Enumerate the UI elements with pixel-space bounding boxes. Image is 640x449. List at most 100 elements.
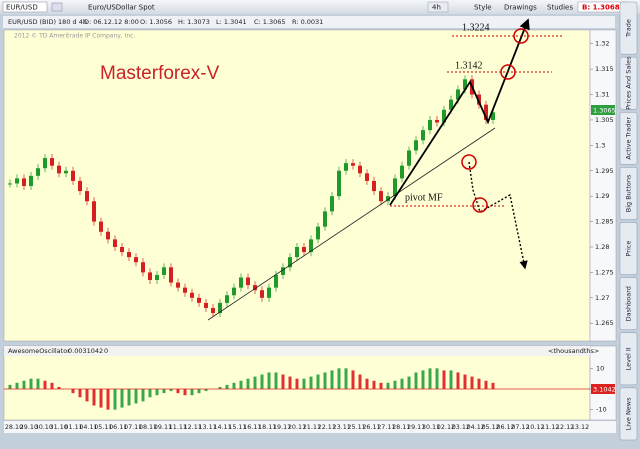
drawings-button[interactable]: Drawings: [504, 4, 537, 12]
candle: [281, 267, 285, 275]
side-tab[interactable]: [619, 167, 638, 220]
oscillator-bar: [127, 389, 131, 406]
circle: [500, 64, 516, 80]
candle: [463, 79, 467, 90]
oscillator-bar: [484, 380, 488, 389]
last-price: 1.3065: [593, 107, 616, 115]
side-tab-label[interactable]: Trade: [625, 19, 633, 38]
oscillator-bar: [470, 376, 474, 389]
oscillator-bar: [449, 370, 453, 389]
y-tick-label: 1.32: [595, 40, 609, 48]
studies-button[interactable]: Studies: [547, 4, 573, 12]
candle: [295, 246, 299, 258]
oscillator-bar: [365, 378, 369, 389]
side-tab-label[interactable]: Big Buttons: [625, 174, 633, 212]
x-tick-label: 07.11: [124, 423, 142, 431]
x-tick-label: 01.11: [64, 423, 82, 431]
oscillator-bar: [176, 389, 180, 394]
candle: [64, 170, 68, 174]
x-tick-label: 22.11: [318, 423, 336, 431]
side-tab[interactable]: [619, 56, 638, 110]
interval-button[interactable]: [427, 1, 449, 13]
side-tab-label[interactable]: Dashboard: [625, 286, 633, 321]
x-tick-label: 23.11: [333, 423, 351, 431]
candle: [183, 287, 187, 293]
oscillator-bar: [491, 382, 495, 389]
side-tab-label[interactable]: Price: [625, 241, 633, 257]
y-tick-label: 1.295: [595, 167, 614, 175]
oscillator-bar: [428, 368, 432, 389]
y-tick-label: 1.3: [595, 141, 605, 149]
oscillator-bar: [204, 389, 208, 392]
x-tick-label: 30.11: [422, 423, 440, 431]
side-tab[interactable]: [619, 332, 638, 386]
y-tick-label: -10: [596, 406, 607, 414]
info-bar: [3, 16, 615, 28]
oscillator-bar: [134, 389, 138, 404]
x-tick-label: 19.11: [273, 423, 291, 431]
oscillator-bar: [148, 389, 152, 398]
oscillator-bar: [330, 370, 334, 389]
side-tab-label[interactable]: Level II: [625, 347, 633, 370]
x-tick-label: 02.12: [437, 423, 455, 431]
date-axis: [4, 421, 616, 433]
oscillator-bar: [113, 389, 117, 410]
candle: [337, 170, 341, 197]
candle: [421, 130, 425, 141]
candle: [57, 165, 61, 174]
candle: [456, 89, 460, 100]
candle: [288, 257, 292, 268]
x-tick-label: 04.11: [79, 423, 97, 431]
x-tick-label: 08.11: [139, 423, 157, 431]
oscillator-header: [4, 346, 590, 356]
candle: [148, 272, 152, 281]
side-tab[interactable]: [619, 1, 638, 55]
oscillator-bar: [239, 380, 243, 389]
oscillator-bar: [15, 382, 19, 389]
oscillator-bar: [337, 368, 341, 389]
oscillator-bar: [442, 370, 446, 389]
level-label: 1.3224: [462, 22, 490, 33]
candle: [267, 287, 271, 298]
annotations: [4, 18, 615, 394]
candle: [484, 104, 488, 120]
oscillator-zero: 0: [104, 347, 108, 355]
candle: [253, 285, 257, 291]
side-tab-label[interactable]: Live News: [625, 397, 633, 431]
side-tab[interactable]: [619, 277, 638, 330]
symbol-box[interactable]: [2, 1, 48, 13]
side-tab[interactable]: [619, 112, 638, 165]
interval[interactable]: 4h: [432, 4, 441, 12]
x-tick-label: 28.10: [5, 423, 23, 431]
candle: [225, 295, 229, 303]
current-box: [591, 384, 615, 394]
side-tab[interactable]: [619, 387, 638, 441]
pivot-label: pivot MF: [405, 192, 443, 203]
x-tick-label: 03.12: [452, 423, 470, 431]
candle: [260, 290, 264, 298]
side-tab[interactable]: [619, 222, 638, 275]
candle: [197, 297, 201, 303]
x-tick-label: 15.11: [228, 423, 246, 431]
x-tick-label: 04.12: [467, 423, 485, 431]
icon[interactable]: [51, 2, 63, 12]
candle: [15, 178, 19, 184]
x-tick-label: 31.10: [50, 423, 68, 431]
candle: [449, 99, 453, 110]
oscillator-bar: [218, 386, 222, 389]
side-tab-label[interactable]: Prices And Sales: [625, 56, 633, 110]
y-tick-label: 1.315: [595, 65, 614, 73]
oscillator-bar: [386, 382, 390, 389]
side-tab-label[interactable]: Active Trader: [625, 117, 633, 160]
oscillator-bar: [463, 374, 467, 389]
candle: [330, 196, 334, 212]
oscillator-bar: [106, 389, 110, 410]
y-tick-label: 1.27: [595, 294, 609, 302]
y-tick-label: 1.265: [595, 319, 614, 327]
circle: [461, 154, 477, 170]
symbol[interactable]: EUR/USD: [6, 4, 38, 12]
oscillator-bar: [99, 389, 103, 408]
candle: [302, 246, 306, 253]
style-button[interactable]: Style: [474, 4, 492, 12]
